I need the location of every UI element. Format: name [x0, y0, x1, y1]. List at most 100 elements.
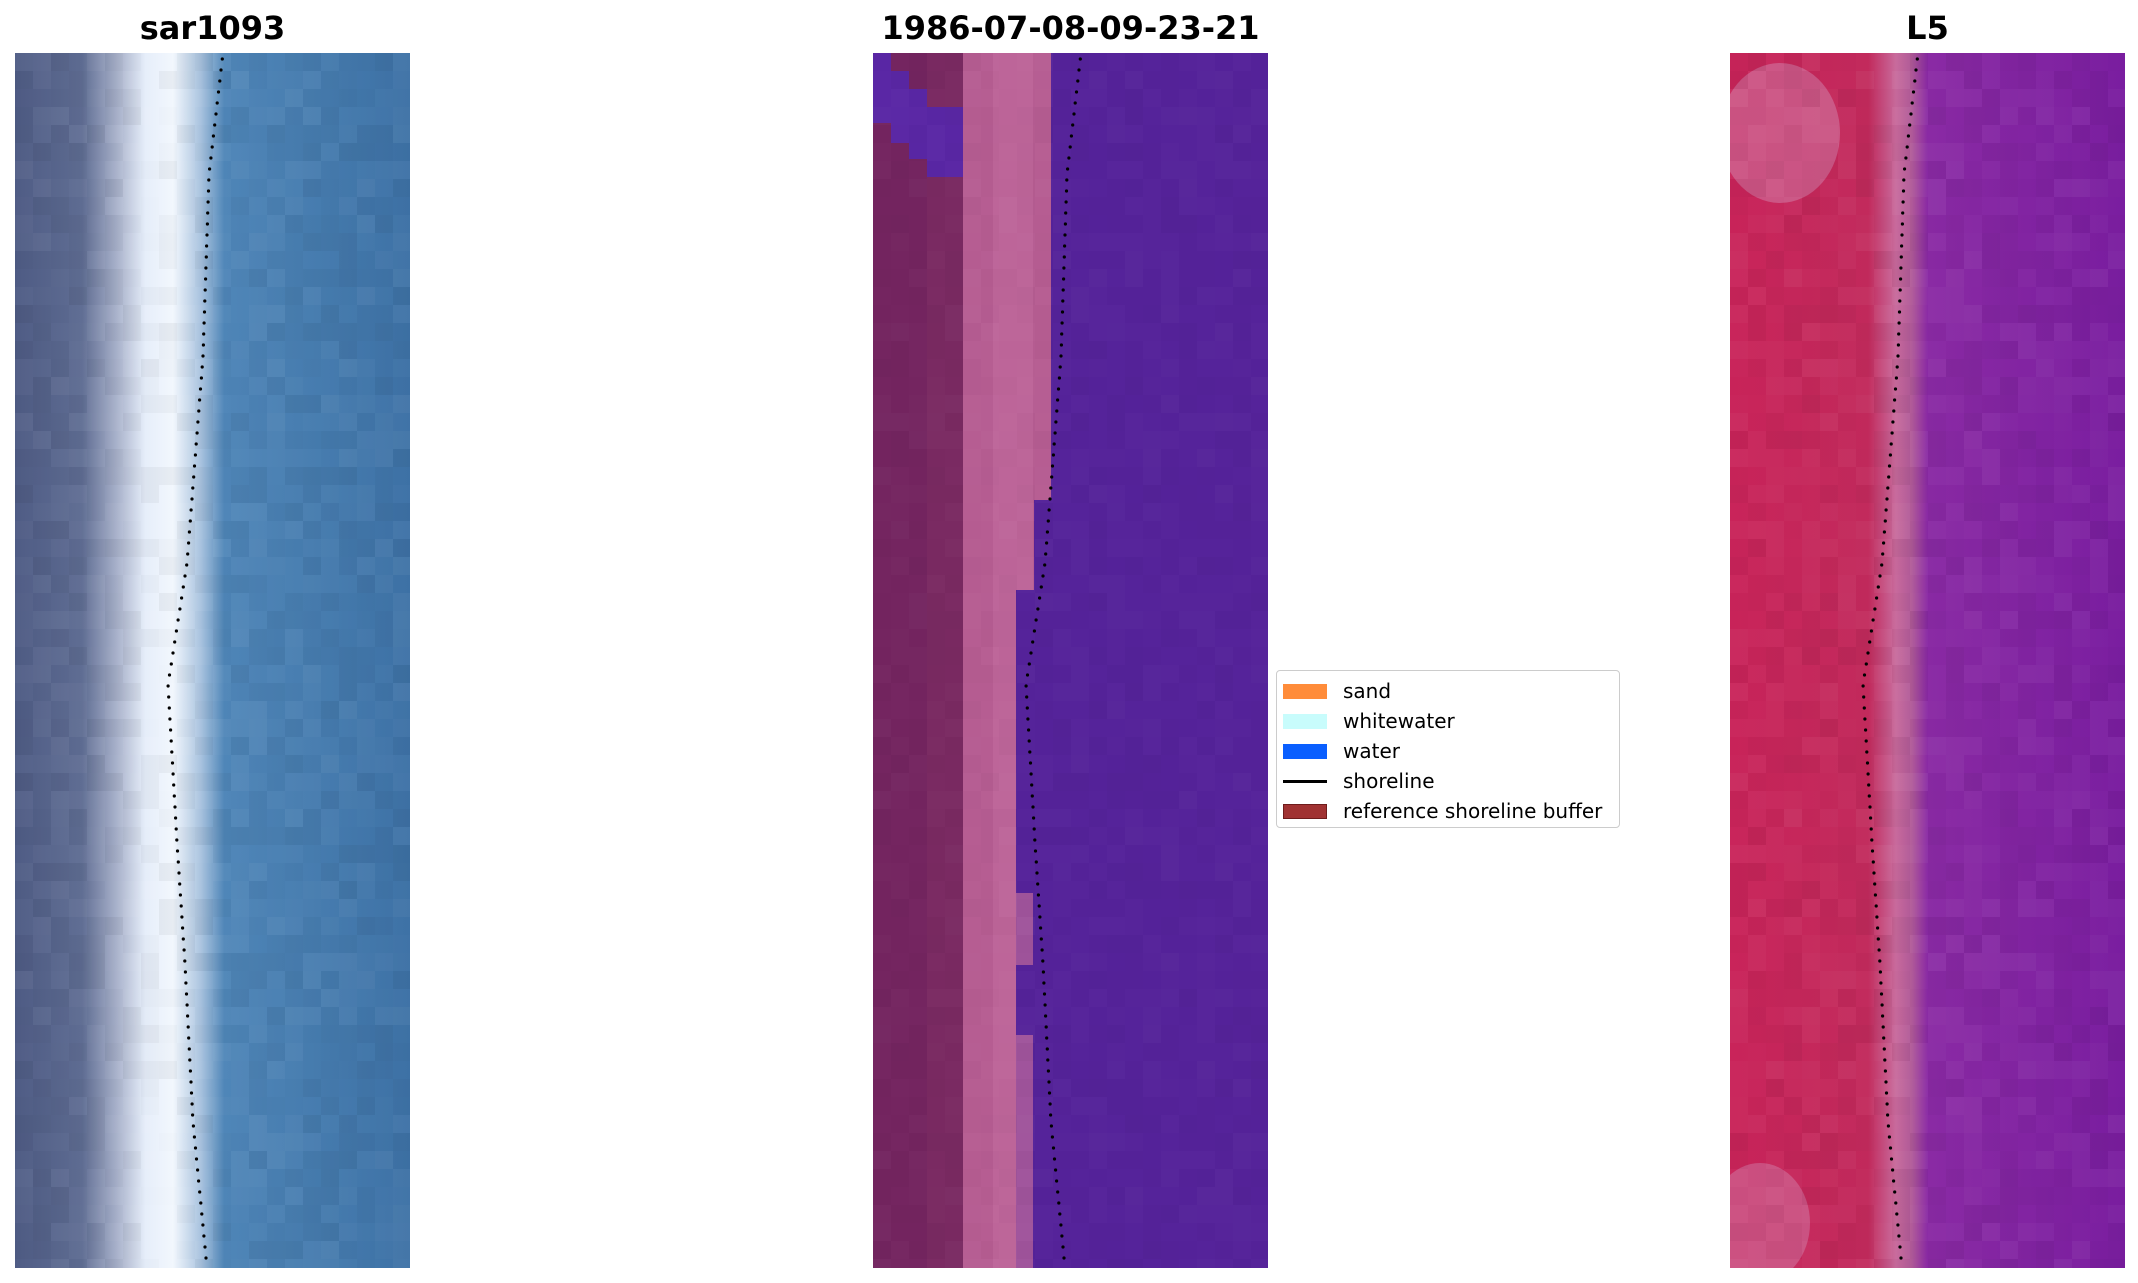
pixel-cell	[87, 1151, 105, 1169]
pixel-cell	[1179, 827, 1197, 845]
pixel-cell	[1730, 683, 1748, 701]
pixel-cell	[1143, 179, 1161, 197]
pixel-cell	[1802, 143, 1820, 161]
pixel-cell	[2018, 323, 2036, 341]
pixel-cell	[1802, 863, 1820, 881]
pixel-cell	[999, 647, 1017, 665]
pixel-cell	[2018, 881, 2036, 899]
pixel-cell	[2072, 233, 2090, 251]
pixel-cell	[195, 359, 213, 377]
pixel-cell	[981, 215, 999, 233]
pixel-cell	[2090, 719, 2108, 737]
pixel-cell	[375, 1259, 393, 1268]
shoreline-point	[1059, 343, 1063, 347]
shoreline-point	[1903, 167, 1907, 171]
pixel-cell	[1179, 107, 1197, 125]
pixel-cell	[2036, 1169, 2054, 1187]
pixel-cell	[33, 971, 51, 989]
shoreline-point	[1039, 926, 1043, 930]
pixel-cell	[1089, 251, 1107, 269]
pixel-cell	[1856, 161, 1874, 179]
pixel-cell	[15, 1187, 33, 1205]
pixel-cell	[2018, 755, 2036, 773]
pixel-cell	[177, 827, 195, 845]
pixel-cell	[945, 1133, 963, 1151]
pixel-cell	[69, 1169, 87, 1187]
pixel-cell	[981, 161, 999, 179]
pixel-cell	[1089, 899, 1107, 917]
pixel-cell	[1179, 863, 1197, 881]
pixel-cell	[927, 593, 945, 611]
shoreline-point	[1892, 1179, 1896, 1183]
pixel-cell	[1197, 197, 1215, 215]
pixel-cell	[1874, 161, 1892, 179]
pixel-cell	[1892, 593, 1910, 611]
pixel-cell	[1017, 1115, 1035, 1133]
pixel-cell	[1964, 161, 1982, 179]
pixel-cell	[2108, 1079, 2125, 1097]
pixel-cell	[141, 413, 159, 431]
pixel-cell	[69, 701, 87, 719]
pixel-cell	[1215, 1061, 1233, 1079]
pixel-cell	[1197, 773, 1215, 791]
pixel-cell	[1784, 809, 1802, 827]
pixel-cell	[231, 197, 249, 215]
pixel-cell	[999, 413, 1017, 431]
pixel-cell	[267, 485, 285, 503]
pixel-cell	[1910, 1223, 1928, 1241]
pixel-cell	[1179, 1061, 1197, 1079]
pixel-cell	[1964, 863, 1982, 881]
pixel-cell	[1197, 1097, 1215, 1115]
pixel-cell	[1251, 305, 1268, 323]
pixel-cell	[123, 611, 141, 629]
pixel-cell	[393, 863, 410, 881]
pixel-cell	[357, 575, 375, 593]
pixel-cell	[141, 341, 159, 359]
pixel-cell	[177, 1007, 195, 1025]
pixel-cell	[357, 827, 375, 845]
pixel-cell	[873, 1115, 891, 1133]
pixel-cell	[1107, 935, 1125, 953]
pixel-cell	[1233, 1043, 1251, 1061]
pixel-cell	[1946, 593, 1964, 611]
pixel-cell	[1946, 1043, 1964, 1061]
pixel-cell	[1910, 71, 1928, 89]
pixel-cell	[357, 1241, 375, 1259]
pixel-cell	[51, 773, 69, 791]
pixel-cell	[105, 611, 123, 629]
pixel-cell	[1820, 1007, 1838, 1025]
pixel-cell	[267, 197, 285, 215]
pixel-cell	[15, 863, 33, 881]
pixel-cell	[285, 143, 303, 161]
pixel-cell	[1874, 989, 1892, 1007]
pixel-cell	[927, 1241, 945, 1259]
pixel-cell	[1143, 791, 1161, 809]
pixel-cell	[1215, 629, 1233, 647]
pixel-cell	[177, 719, 195, 737]
pixel-cell	[945, 89, 963, 107]
pixel-cell	[285, 1223, 303, 1241]
pixel-cell	[1143, 647, 1161, 665]
pixel-cell	[1766, 269, 1784, 287]
pixel-cell	[159, 161, 177, 179]
pixel-cell	[1233, 377, 1251, 395]
pixel-cell	[69, 647, 87, 665]
shoreline-point	[1029, 772, 1033, 776]
pixel-cell	[1107, 503, 1125, 521]
pixel-cell	[2108, 1151, 2125, 1169]
pixel-cell	[1856, 701, 1874, 719]
pixel-cell	[2054, 557, 2072, 575]
pixel-cell	[1946, 269, 1964, 287]
pixel-cell	[87, 1079, 105, 1097]
pixel-cell	[1982, 431, 2000, 449]
pixel-cell	[1766, 1097, 1784, 1115]
pixel-cell	[285, 575, 303, 593]
shoreline-point	[169, 739, 173, 743]
pixel-cell	[1964, 881, 1982, 899]
pixel-cell	[267, 143, 285, 161]
pixel-cell	[1928, 395, 1946, 413]
pixel-cell	[1107, 431, 1125, 449]
shoreline-point	[206, 189, 211, 193]
pixel-cell	[1874, 971, 1892, 989]
pixel-cell	[1766, 863, 1784, 881]
